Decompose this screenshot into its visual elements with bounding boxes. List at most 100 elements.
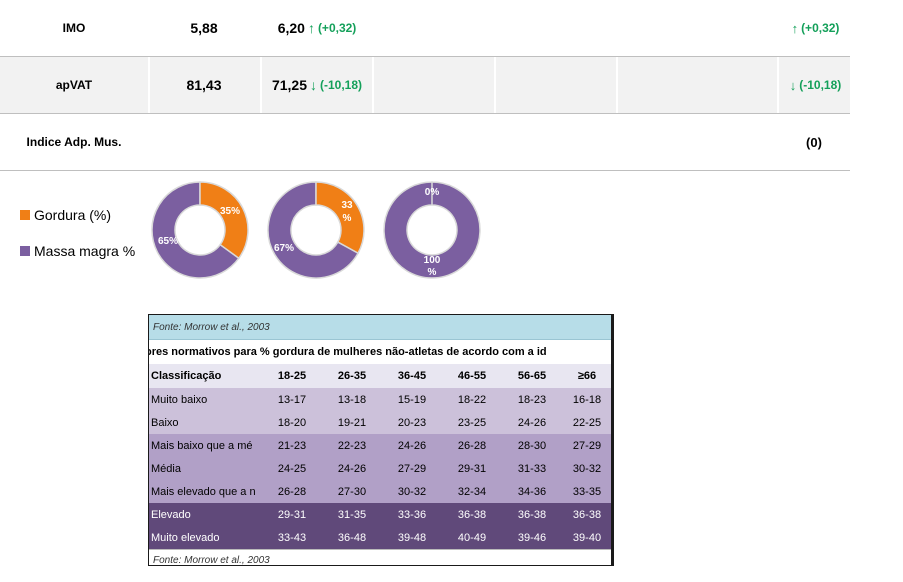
legend-label-fat: Gordura (%) (34, 207, 112, 223)
table-cell: 24-26 (517, 416, 547, 429)
metric-name: IMO (62, 21, 86, 35)
table-cell: 27-30 (337, 485, 367, 498)
metric-name: Indice Adp. Mus. (26, 135, 122, 149)
column-header: 46-55 (457, 370, 487, 382)
metric-value-2: 6,20 ↑ (+0,32) (262, 0, 372, 56)
table-cell: 24-26 (337, 462, 367, 475)
table-cell: 36-48 (337, 531, 367, 544)
column-header: 36-45 (397, 370, 427, 382)
metric-diff-value: (+0,32) (801, 21, 840, 35)
metric-value-1: 5,88 (190, 20, 218, 36)
table-cell: 33-43 (277, 531, 307, 544)
metric-value-2: 71,25 ↓ (-10,18) (262, 57, 372, 113)
table-cell: 40-49 (457, 531, 487, 544)
metric-delta: (-10,18) (320, 78, 363, 92)
table-cell: 26-28 (277, 485, 307, 498)
table-source: Fonte: Morrow et al., 2003 (149, 315, 611, 340)
table-cell: 28-30 (517, 439, 547, 452)
table-cell: 27-29 (572, 439, 602, 452)
table-row: Mais baixo que a mé 21-23 22-23 24-26 26-28 2… (149, 434, 611, 457)
column-header: ≥66 (577, 370, 597, 382)
column-header: 18-25 (277, 370, 307, 382)
metric-diff: ↑ (+0,32) (778, 0, 850, 56)
arrow-down-icon: ↓ (310, 77, 317, 93)
legend-item-lean: Massa magra % (20, 242, 135, 260)
donut-slice-fat (315, 181, 365, 255)
table-cell: 39-46 (517, 531, 547, 544)
table-row: Média 24-25 24-26 27-29 29-31 31-33 30-32 (149, 457, 611, 480)
donut-label-fat: 35% (220, 206, 240, 217)
column-header: Classificação (151, 370, 222, 382)
column-header: 26-35 (337, 370, 367, 382)
metric-value-1: 81,43 (186, 77, 222, 93)
column-divider (148, 57, 150, 113)
table-cell: 13-18 (337, 393, 367, 406)
table-cell: 13-17 (277, 393, 307, 406)
donut-chart-1: 35% 65% (151, 181, 249, 279)
metric-diff-value: (-10,18) (799, 78, 842, 92)
legend-swatch-lean (20, 246, 30, 256)
table-cell: 15-19 (397, 393, 427, 406)
table-row: Elevado 29-31 31-35 33-36 36-38 36-38 36-38 (149, 503, 611, 526)
arrow-up-icon: ↑ (307, 20, 315, 36)
table-cell: 34-36 (517, 485, 547, 498)
table-cell: 20-23 (397, 416, 427, 429)
table-footer: Fonte: Morrow et al., 2003 (149, 549, 611, 565)
table-row: Mais elevado que a n 26-28 27-30 30-32 32-34… (149, 480, 611, 503)
arrow-up-icon: ↑ (791, 20, 799, 36)
table-cell: 24-25 (277, 462, 307, 475)
donut-legend: Gordura (%) Massa magra % (20, 206, 135, 278)
metric-value-2-number: 71,25 (271, 77, 307, 93)
column-divider (494, 57, 496, 113)
column-divider (260, 57, 262, 113)
row-label: Média (151, 462, 181, 475)
table-cell: 18-22 (457, 393, 487, 406)
donut-slice-lean (267, 181, 360, 279)
donut-label-fat-unit: % (343, 213, 352, 224)
table-cell: 22-25 (572, 416, 602, 429)
metric-diff: ↓ (-10,18) (778, 57, 850, 113)
table-cell: 23-25 (457, 416, 487, 429)
legend-item-fat: Gordura (%) (20, 206, 135, 224)
table-cell: 19-21 (337, 416, 367, 429)
donut-slice-fat (199, 181, 249, 260)
table-body: Muito baixo 13-17 13-18 15-19 18-22 18-23 16-1… (149, 388, 611, 549)
donut-label-lean: 100 (424, 255, 441, 266)
donut-label-lean: 65% (158, 236, 178, 247)
table-cell: 16-18 (572, 393, 602, 406)
table-cell: 22-23 (337, 439, 367, 452)
table-row: Muito baixo 13-17 13-18 15-19 18-22 18-23 16-1… (149, 388, 611, 411)
table-cell: 33-35 (572, 485, 602, 498)
donut-label-fat: 33 (341, 200, 353, 211)
metric-value-2-number: 6,20 (277, 20, 305, 36)
table-cell: 30-32 (397, 485, 427, 498)
table-title-text: ores normativos para % gordura de mulher… (149, 346, 547, 358)
metric-delta: (+0,32) (317, 21, 357, 35)
row-label: Muito elevado (151, 531, 220, 544)
table-cell: 36-38 (457, 508, 487, 521)
table-row: Baixo 18-20 19-21 20-23 23-25 24-26 22-25 (149, 411, 611, 434)
metric-name: apVAT (55, 78, 93, 92)
donut-chart-2: 33 % 67% (267, 181, 365, 279)
metrics-table: IMO 5,88 6,20 ↑ (+0,32) ↑ (+0,32) apVAT … (0, 0, 850, 171)
table-cell: 31-35 (337, 508, 367, 521)
table-cell: 27-29 (397, 462, 427, 475)
legend-swatch-fat (20, 210, 30, 220)
table-cell: 29-31 (457, 462, 487, 475)
column-divider (372, 57, 374, 113)
table-cell: 18-23 (517, 393, 547, 406)
table-cell: 39-48 (397, 531, 427, 544)
table-row: Muito elevado 33-43 36-48 39-48 40-49 39-46 39… (149, 526, 611, 549)
metric-row-apvat: apVAT 81,43 71,25 ↓ (-10,18) ↓ (-10,18) (0, 57, 850, 114)
donut-chart-3: 0% 100 % (383, 181, 481, 279)
reference-table: Fonte: Morrow et al., 2003 ores normativ… (148, 314, 614, 566)
table-cell: 36-38 (572, 508, 602, 521)
table-header-row: Classificação 18-25 26-35 36-45 46-55 56… (149, 364, 611, 388)
row-label: Mais elevado que a n (151, 485, 256, 498)
table-cell: 18-20 (277, 416, 307, 429)
donut-slice-lean (383, 181, 481, 279)
table-cell: 39-40 (572, 531, 602, 544)
donut-label-lean: 67% (274, 243, 294, 254)
column-divider (616, 57, 618, 113)
table-cell: 31-33 (517, 462, 547, 475)
